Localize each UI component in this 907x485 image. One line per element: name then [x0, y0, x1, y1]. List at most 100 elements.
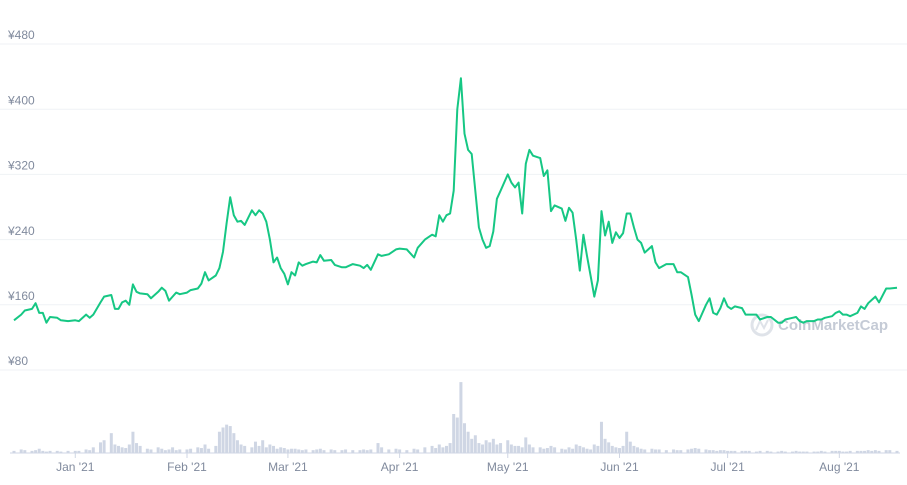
volume-bar: [603, 438, 607, 453]
volume-bar: [845, 451, 849, 453]
volume-bar: [444, 445, 448, 453]
volume-bar: [708, 450, 712, 453]
volume-bar: [207, 448, 211, 453]
x-tick-label: Mar '21: [268, 460, 308, 474]
volume-bar: [463, 423, 467, 453]
volume-bar: [138, 445, 142, 453]
volume-bar: [650, 448, 654, 453]
volume-bar: [290, 448, 294, 453]
volume-bar: [66, 450, 70, 453]
volume-bar: [59, 451, 63, 453]
volume-bar: [30, 450, 34, 453]
volume-bar: [841, 451, 845, 453]
volume-bar: [441, 447, 445, 453]
x-tick-label: Apr '21: [381, 460, 419, 474]
volume-bar: [704, 449, 708, 453]
volume-bar: [848, 450, 852, 453]
volume-bar: [621, 445, 625, 453]
volume-bar: [117, 445, 121, 453]
volume-bar: [412, 448, 416, 453]
volume-bar: [632, 445, 636, 453]
volume-bar: [794, 450, 798, 453]
volume-bar: [73, 450, 77, 453]
volume-bar: [430, 445, 434, 453]
volume-bar: [628, 441, 632, 453]
volume-bar: [531, 447, 535, 453]
volume-bar: [542, 448, 546, 453]
watermark: CoinMarketCap: [778, 317, 888, 334]
volume-bar: [639, 448, 643, 453]
volume-bar: [473, 435, 477, 453]
volume-bar: [452, 414, 456, 453]
volume-bar: [124, 448, 128, 453]
volume-bar: [643, 449, 647, 453]
volume-bar: [686, 449, 690, 453]
x-tick-label: Jan '21: [56, 460, 95, 474]
price-line: [13, 77, 898, 324]
volume-bar: [545, 448, 549, 453]
volume-bar: [801, 451, 805, 453]
volume-bar: [837, 450, 841, 453]
volume-bar: [571, 448, 575, 453]
volume-bar: [520, 447, 524, 453]
volume-bar: [765, 450, 769, 453]
volume-bar: [135, 443, 139, 453]
volume-bar: [225, 424, 229, 453]
volume-bar: [351, 450, 355, 453]
volume-bar: [214, 445, 218, 453]
volume-bar: [693, 448, 697, 453]
volume-bar: [322, 450, 326, 453]
volume-bar: [855, 450, 859, 453]
volume-bar: [888, 450, 892, 453]
volume-bar: [722, 450, 726, 453]
volume-bar: [758, 450, 762, 453]
y-tick-label: ¥80: [7, 354, 28, 368]
volume-bar: [527, 444, 531, 453]
volume-bar: [293, 448, 297, 453]
volume-bar: [816, 451, 820, 453]
volume-bar: [585, 448, 589, 453]
volume-bar: [163, 450, 167, 453]
volume-bar: [488, 442, 492, 453]
volume-bar: [398, 449, 402, 453]
volume-bar: [873, 450, 877, 453]
volume-bar: [657, 449, 661, 453]
x-tick-label: May '21: [487, 460, 529, 474]
volume-bar: [434, 448, 438, 453]
volume-bar: [362, 449, 366, 453]
volume-bar: [697, 448, 701, 453]
volume-bar: [866, 450, 870, 453]
volume-bar: [131, 431, 135, 453]
volume-bar: [740, 450, 744, 453]
volume-bar: [617, 448, 621, 453]
volume-bar: [459, 382, 463, 453]
volume-bar: [185, 449, 189, 453]
volume-bar: [524, 437, 528, 453]
volume-bar: [729, 450, 733, 453]
volume-bar: [747, 450, 751, 453]
x-tick-label: Jul '21: [710, 460, 745, 474]
volume-bar: [664, 450, 668, 453]
volume-bar: [589, 449, 593, 453]
volume-bar: [636, 447, 640, 453]
volume-bar: [578, 445, 582, 453]
volume-bar: [509, 444, 513, 453]
volume-bar: [744, 450, 748, 453]
volume-bar: [344, 449, 348, 453]
volume-bar: [830, 450, 834, 453]
volume-bar: [711, 450, 715, 453]
volume-bar: [145, 448, 149, 453]
volume-bar: [499, 443, 503, 453]
volume-bar: [98, 442, 102, 453]
volume-bar: [160, 448, 164, 453]
volume-bar: [329, 449, 333, 453]
volume-bar: [596, 445, 600, 453]
volume-bar: [484, 440, 488, 453]
volume-bar: [599, 421, 603, 453]
volume-bar: [754, 451, 758, 453]
volume-bar: [23, 450, 27, 453]
volume-bar: [41, 450, 45, 453]
volume-bar: [297, 449, 301, 453]
volume-bar: [506, 440, 510, 453]
volume-bar: [91, 447, 95, 453]
